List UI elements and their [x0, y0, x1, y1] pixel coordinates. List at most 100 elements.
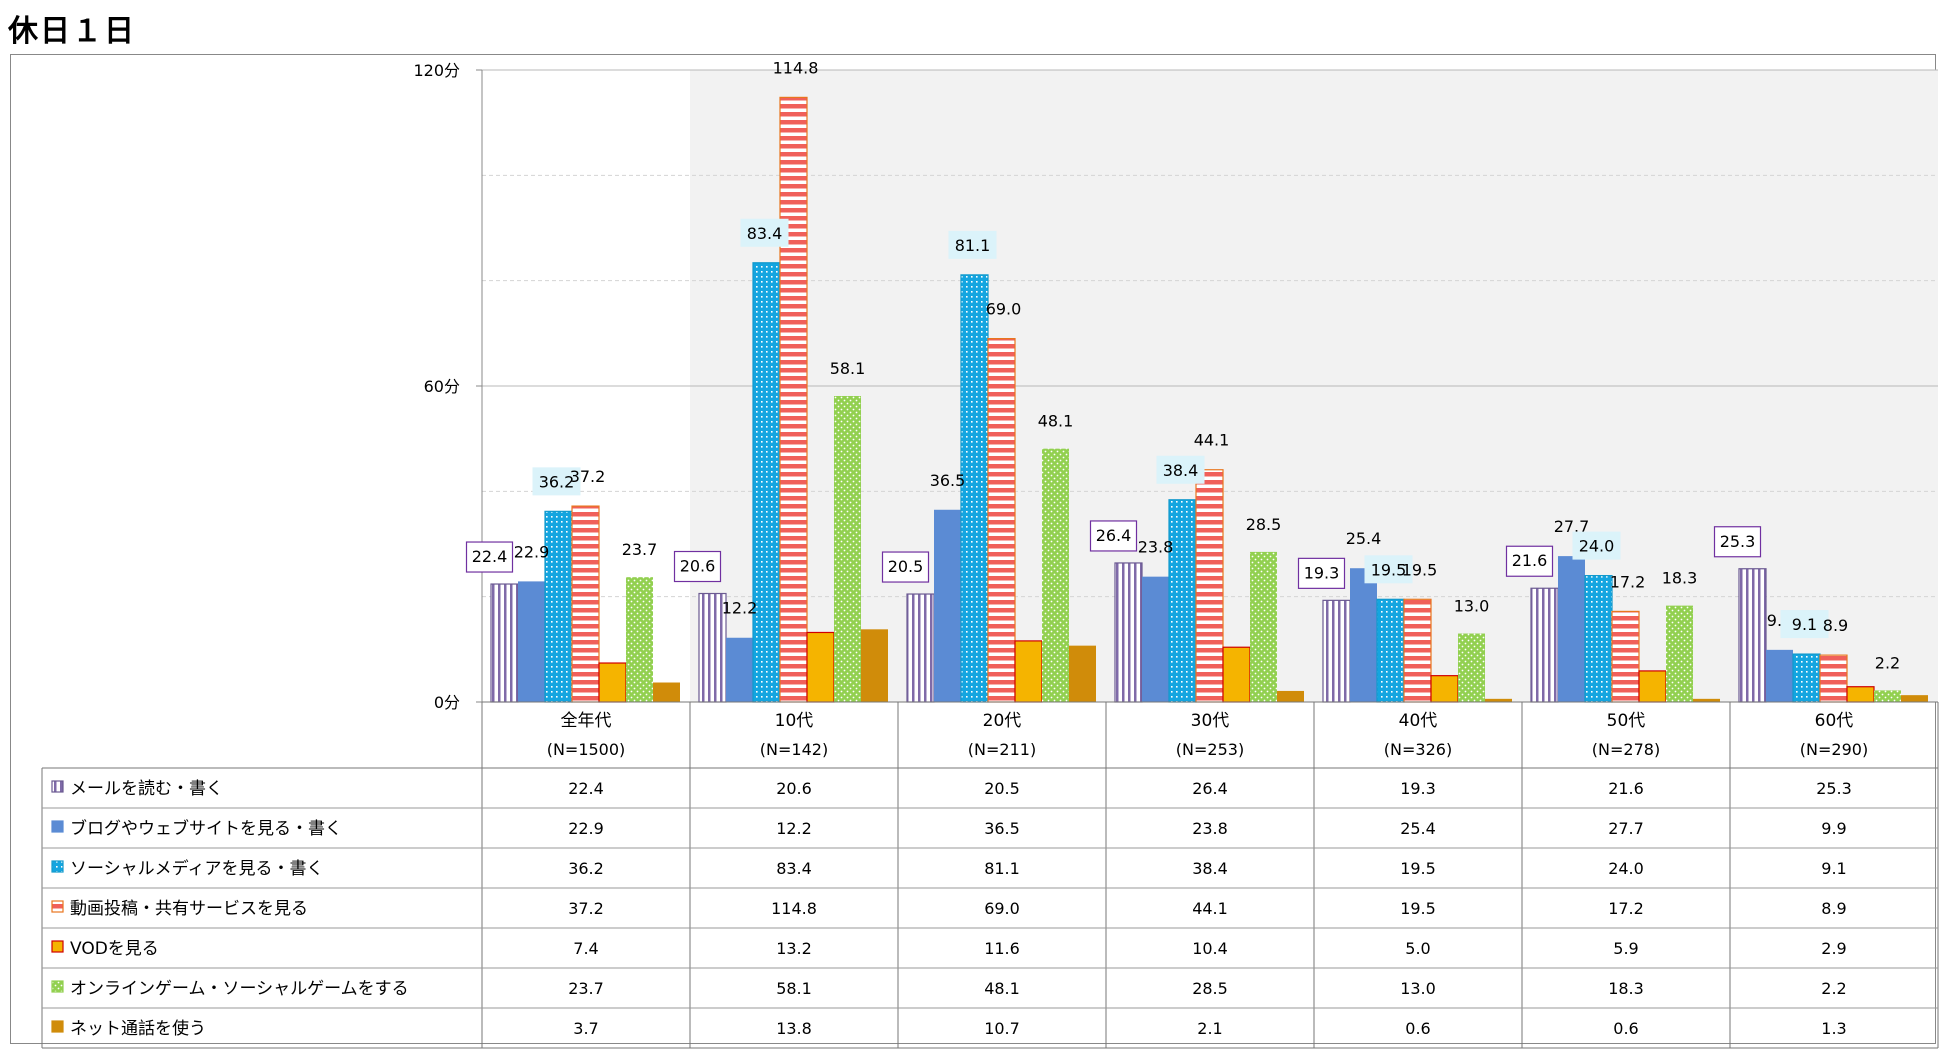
- category-label: 10代: [775, 711, 814, 731]
- legend-swatch-blog: [51, 820, 64, 833]
- bar-vod-3: [1222, 646, 1251, 703]
- y-tick-label: 60分: [424, 377, 460, 396]
- category-n-label: (N=211): [968, 740, 1036, 759]
- bar-sns-3: [1168, 499, 1197, 703]
- legend-swatch-call: [51, 1020, 64, 1033]
- table-cell: 26.4: [1192, 779, 1228, 798]
- bar-video-6: [1819, 654, 1848, 703]
- category-label: 20代: [983, 711, 1022, 731]
- data-label-box: [1297, 557, 1346, 589]
- table-cell: 5.0: [1405, 939, 1430, 958]
- data-label-bg: [532, 467, 581, 496]
- data-label-mail: 19.3: [1304, 563, 1340, 582]
- bar-blog-6: [1766, 649, 1793, 702]
- legend-label-video: 動画投稿・共有サービスを見る: [70, 899, 308, 919]
- bar-game-0: [626, 577, 653, 702]
- data-label-bg: [1364, 555, 1413, 584]
- table-cell: 83.4: [776, 859, 812, 878]
- table-cell: 8.9: [1821, 899, 1846, 918]
- data-label-sns: 19.5: [1371, 560, 1407, 579]
- table-cell: 69.0: [984, 899, 1020, 918]
- data-label-mail: 25.3: [1720, 532, 1756, 551]
- table-cell: 11.6: [984, 939, 1020, 958]
- bar-call-0: [653, 682, 680, 702]
- table-cell: 114.8: [771, 899, 817, 918]
- bar-vod-1: [806, 631, 835, 703]
- bar-sns-6: [1792, 653, 1821, 703]
- data-label-sns: 24.0: [1579, 537, 1615, 556]
- table-cell: 18.3: [1608, 979, 1644, 998]
- bar-sns-2: [960, 274, 989, 703]
- table-cell: 44.1: [1192, 899, 1228, 918]
- data-label-sns: 83.4: [747, 224, 783, 243]
- data-label-video: 69.0: [986, 300, 1022, 319]
- data-label-sns: 38.4: [1163, 461, 1199, 480]
- bar-sns-1: [752, 262, 781, 703]
- bar-call-6: [1901, 695, 1928, 702]
- bar-game-1: [834, 396, 861, 702]
- bar-mail-2: [906, 593, 935, 703]
- table-cell: 17.2: [1608, 899, 1644, 918]
- category-n-label: (N=253): [1176, 740, 1244, 759]
- bar-video-0: [571, 505, 600, 703]
- category-label: 30代: [1191, 711, 1230, 731]
- table-cell: 1.3: [1821, 1019, 1846, 1038]
- category-n-label: (N=326): [1384, 740, 1452, 759]
- table-cell: 22.9: [568, 819, 604, 838]
- table-cell: 0.6: [1405, 1019, 1430, 1038]
- data-label-game: 28.5: [1246, 515, 1282, 534]
- table-cell: 20.5: [984, 779, 1020, 798]
- data-label-bg: [740, 218, 789, 247]
- data-label-bg: [1156, 455, 1205, 484]
- bar-sns-0: [544, 510, 573, 703]
- bar-call-3: [1277, 690, 1304, 702]
- table-cell: 5.9: [1613, 939, 1638, 958]
- data-label-video: 19.5: [1402, 560, 1438, 579]
- page-title: 休日１日: [8, 14, 136, 49]
- data-label-game: 13.0: [1454, 597, 1490, 616]
- data-label-blog: 27.7: [1554, 517, 1590, 536]
- bar-sns-4: [1376, 598, 1405, 703]
- bar-blog-1: [726, 637, 753, 702]
- table-cell: 13.2: [776, 939, 812, 958]
- table-cell: 20.6: [776, 779, 812, 798]
- table-cell: 23.7: [568, 979, 604, 998]
- legend-swatch-video: [51, 900, 64, 913]
- table-cell: 24.0: [1608, 859, 1644, 878]
- table-cell: 2.1: [1197, 1019, 1222, 1038]
- table-cell: 37.2: [568, 899, 604, 918]
- bar-game-2: [1042, 448, 1069, 702]
- data-label-blog: 12.2: [722, 599, 758, 618]
- table-cell: 28.5: [1192, 979, 1228, 998]
- legend-label-call: ネット通話を使う: [70, 1018, 206, 1039]
- bar-mail-1: [698, 592, 727, 703]
- table-cell: 23.8: [1192, 819, 1228, 838]
- data-label-game: 23.7: [622, 540, 658, 559]
- legend-swatch-sns: [51, 860, 64, 873]
- legend-label-vod: VODを見る: [70, 939, 159, 959]
- legend-swatch-mail: [51, 780, 64, 793]
- data-label-game: 48.1: [1038, 412, 1074, 431]
- bar-video-2: [987, 338, 1016, 703]
- table-cell: 81.1: [984, 859, 1020, 878]
- data-label-blog: 25.4: [1346, 529, 1382, 548]
- table-cell: 10.7: [984, 1019, 1020, 1038]
- data-label-box: [673, 550, 722, 583]
- table-cell: 25.4: [1400, 819, 1436, 838]
- table-cell: 58.1: [776, 979, 812, 998]
- data-label-mail: 22.4: [472, 547, 508, 566]
- data-label-box: [1713, 526, 1762, 558]
- data-label-video: 17.2: [1610, 572, 1646, 591]
- table-cell: 2.2: [1821, 979, 1846, 998]
- bar-vod-4: [1430, 675, 1459, 703]
- bar-vod-2: [1014, 640, 1043, 703]
- table-cell: 0.6: [1613, 1019, 1638, 1038]
- bar-mail-6: [1738, 568, 1767, 703]
- data-label-bg: [948, 230, 997, 259]
- data-label-sns: 36.2: [539, 472, 575, 491]
- data-label-game: 18.3: [1662, 569, 1698, 588]
- bar-video-5: [1611, 610, 1640, 703]
- table-cell: 3.7: [573, 1019, 598, 1038]
- y-tick-label: 0分: [434, 693, 460, 712]
